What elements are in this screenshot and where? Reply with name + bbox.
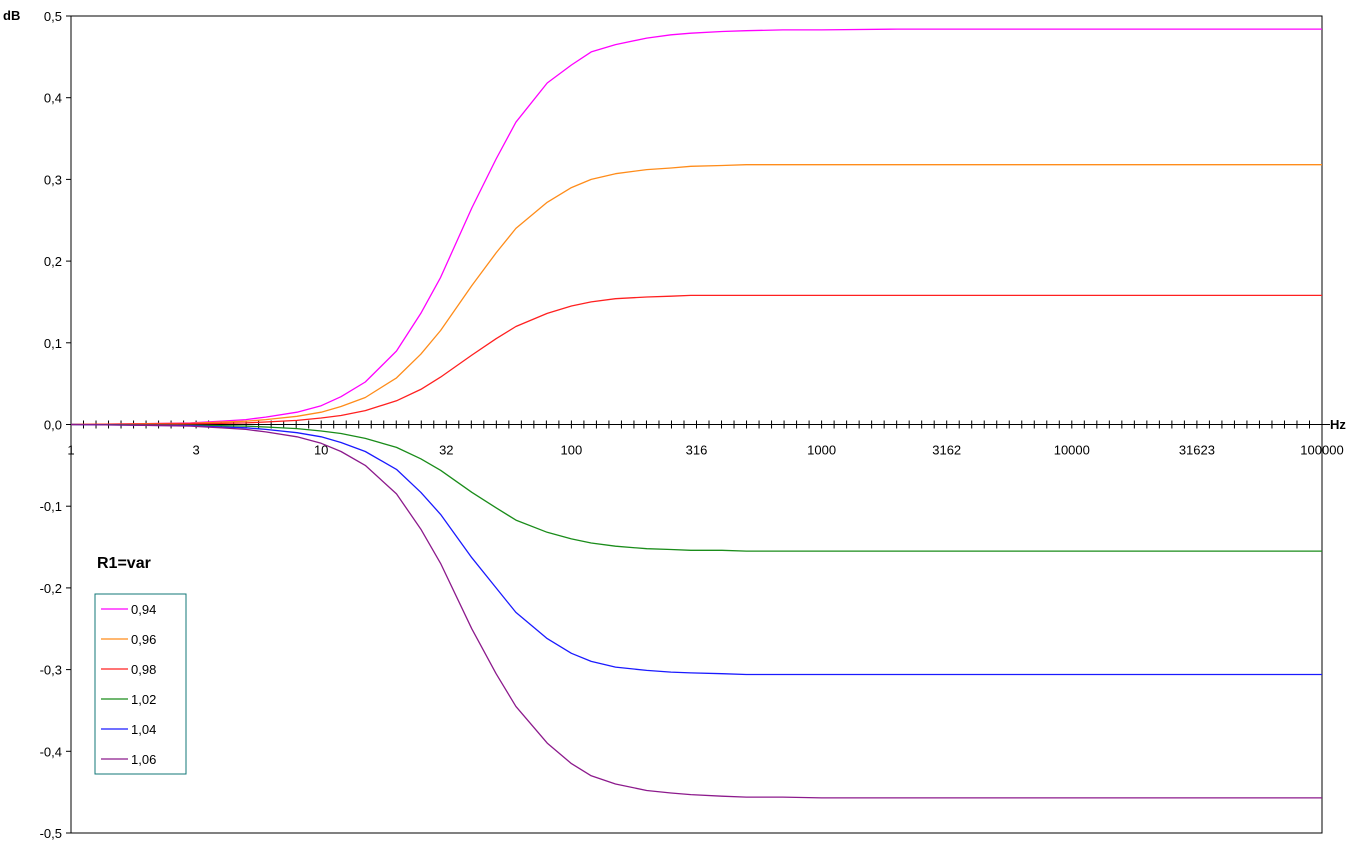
y-tick-label: 0,1 [44, 336, 62, 351]
series-lines [70, 28, 1322, 799]
y-axis: 0,5 0,4 0,3 0,2 0,1 0,0 -0,1 -0,2 -0,3 -0,4 -0,5 [40, 9, 71, 841]
series-line [70, 28, 1322, 426]
x-axis: 1 3 10 32 100 316 1000 3162 10000 31623 100000 [67, 420, 1344, 458]
series-line [70, 294, 1322, 426]
x-tick-label: 1 [67, 443, 74, 458]
x-tick-label: 32 [439, 443, 453, 458]
y-tick-label: 0,5 [44, 9, 62, 24]
x-tick-label: 3162 [932, 443, 961, 458]
legend-label: 1,04 [131, 722, 156, 737]
x-tick-label: 100 [561, 443, 583, 458]
y-tick-label: -0,4 [40, 744, 62, 759]
series-line [70, 164, 1322, 426]
y-tick-label: -0,1 [40, 499, 62, 514]
x-tick-label: 10000 [1054, 443, 1090, 458]
x-axis-title: Hz [1330, 417, 1346, 432]
legend-title: R1=var [97, 555, 151, 572]
x-tick-label: 100000 [1300, 443, 1343, 458]
y-tick-label: 0,3 [44, 172, 62, 187]
x-tick-label: 1000 [807, 443, 836, 458]
y-tick-label: -0,3 [40, 663, 62, 678]
series-line [70, 423, 1322, 799]
legend-box [94, 593, 187, 775]
legend-label: 1,06 [131, 752, 156, 767]
legend-label: 0,96 [131, 632, 156, 647]
legend-label: 0,98 [131, 662, 156, 677]
series-line [70, 423, 1322, 676]
legend-label: 1,02 [131, 692, 156, 707]
y-tick-label: 0,2 [44, 254, 62, 269]
series-line [70, 423, 1322, 552]
x-tick-label: 10 [314, 443, 328, 458]
x-tick-label: 31623 [1179, 443, 1215, 458]
x-tick-label: 316 [686, 443, 708, 458]
legend: 0,94 0,96 0,98 1,02 1,04 1,06 [94, 593, 187, 775]
y-tick-label: 0,0 [44, 418, 62, 433]
y-tick-label: -0,2 [40, 581, 62, 596]
y-tick-label: 0,4 [44, 91, 62, 106]
y-axis-title: dB [3, 8, 20, 23]
legend-label: 0,94 [131, 602, 156, 617]
x-tick-label: 3 [192, 443, 199, 458]
legend-entries: 0,94 0,96 0,98 1,02 1,04 1,06 [101, 602, 156, 767]
y-tick-label: -0,5 [40, 826, 62, 841]
